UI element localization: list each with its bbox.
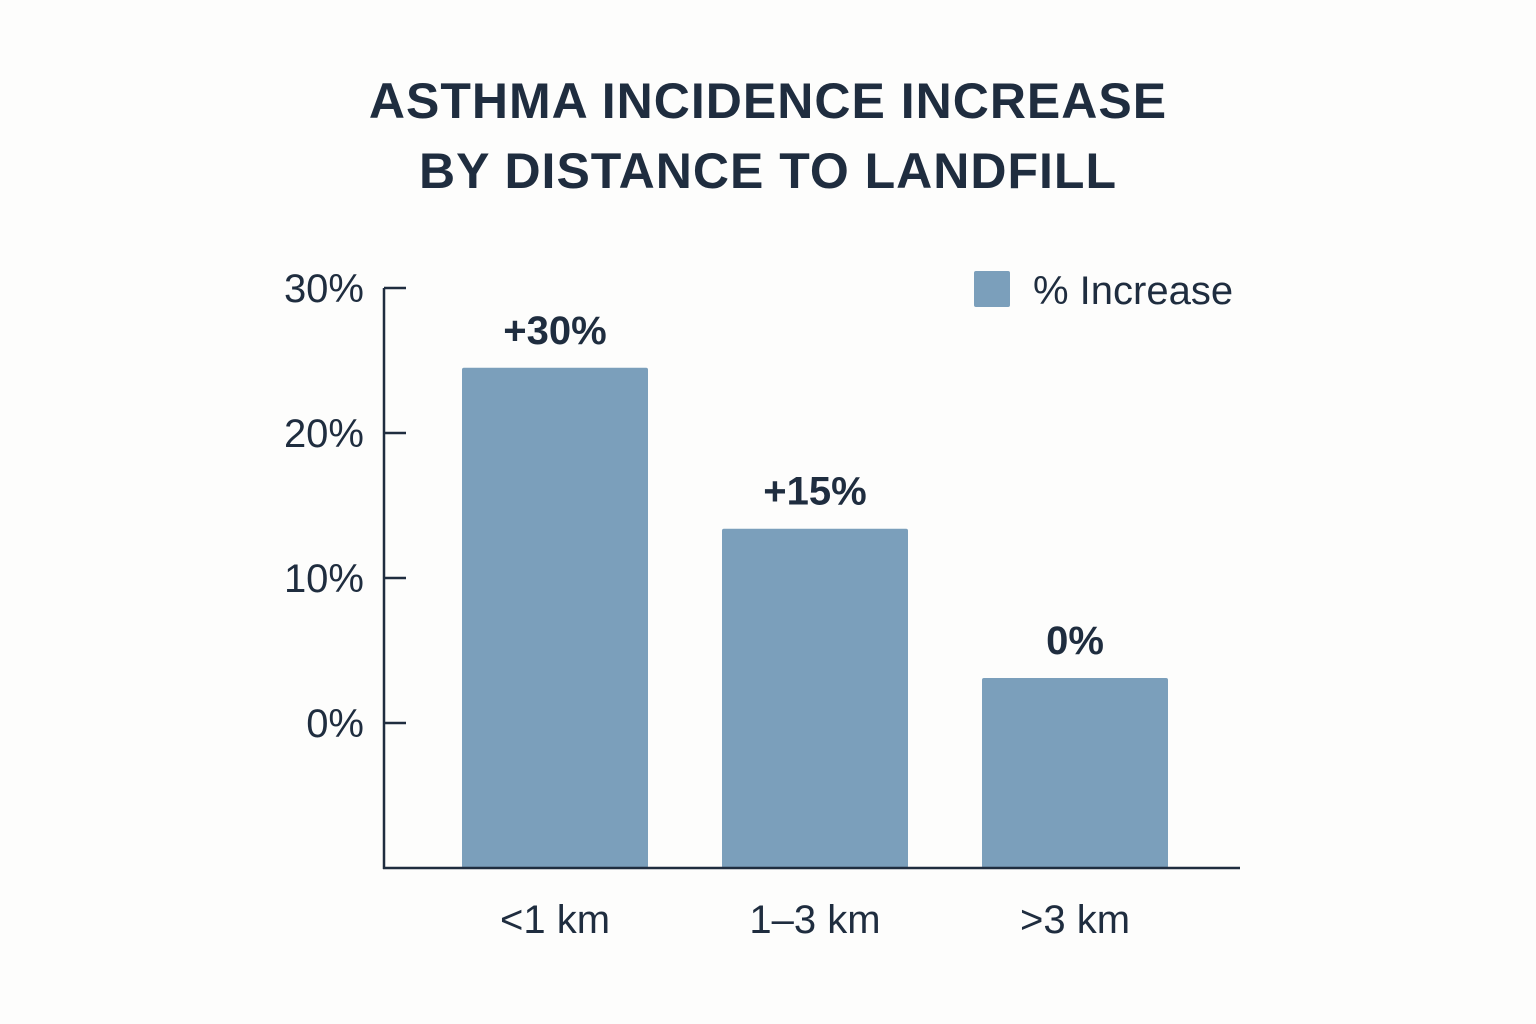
legend-label: % Increase — [1033, 269, 1233, 313]
data-label-2: 0% — [1046, 619, 1104, 663]
data-label-1: +15% — [763, 470, 866, 514]
y-tick-label-1: 10% — [284, 557, 364, 601]
chart-title-line-1: ASTHMA INCIDENCE INCREASE — [368, 73, 1168, 129]
bar-2 — [982, 678, 1168, 868]
data-label-0: +30% — [503, 309, 606, 353]
y-tick-label-0: 0% — [306, 702, 364, 746]
x-tick-label-2: >3 km — [1020, 898, 1130, 942]
bar-1 — [722, 528, 908, 868]
chart-title-line-2: BY DISTANCE TO LANDFILL — [419, 143, 1117, 199]
x-tick-label-0: <1 km — [500, 898, 610, 942]
bar-0 — [462, 367, 648, 868]
x-tick-label-1: 1–3 km — [749, 898, 880, 942]
y-tick-label-2: 20% — [284, 412, 364, 456]
y-tick-label-3: 30% — [284, 267, 364, 311]
legend-swatch — [974, 271, 1010, 307]
